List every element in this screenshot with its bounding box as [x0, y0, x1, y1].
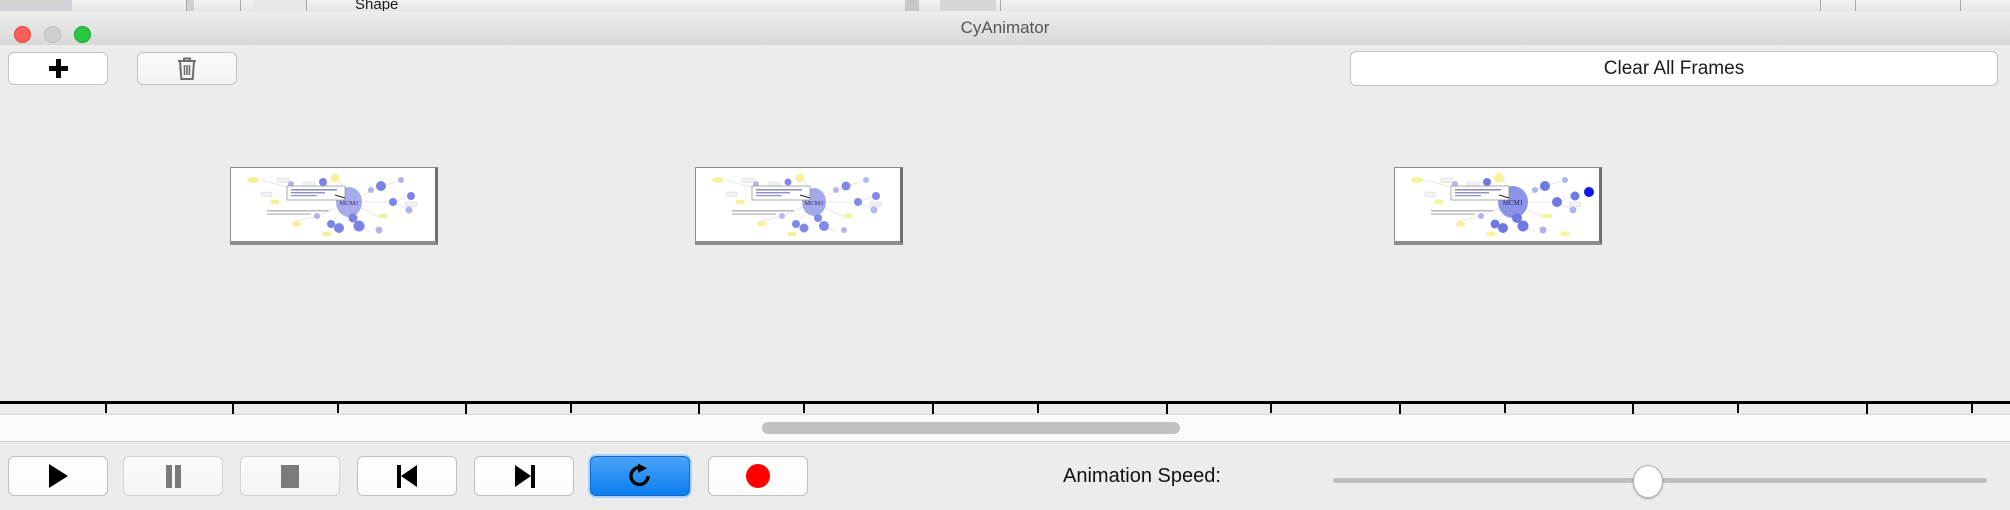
add-frame-button[interactable] — [8, 52, 108, 85]
network-thumbnail-icon: MCM1 — [231, 168, 435, 241]
title-bar — [0, 11, 2010, 46]
axis-tick-minor — [1971, 404, 1973, 413]
plus-icon — [48, 59, 68, 78]
window-title: CyAnimator — [960, 18, 1050, 37]
network-thumbnail-icon: MCM1 — [1395, 168, 1599, 241]
axis-tick-major — [232, 404, 234, 414]
transport-bar: Animation Speed: — [0, 441, 2010, 510]
skip-back-icon — [396, 464, 418, 488]
timeline-scrollbar[interactable] — [0, 414, 2010, 442]
axis-tick-major — [1399, 404, 1401, 414]
axis-tick-minor — [1270, 404, 1272, 413]
skip-forward-icon — [514, 464, 535, 488]
axis-tick-major — [932, 404, 934, 414]
pause-icon — [165, 464, 182, 488]
play-icon — [48, 464, 68, 488]
axis-tick-minor — [570, 404, 572, 413]
timeline-panel[interactable]: MCM1 — [0, 90, 2010, 414]
axis-tick-minor — [1504, 404, 1506, 413]
trash-icon — [178, 57, 196, 80]
svg-text:MCM1: MCM1 — [1503, 199, 1524, 207]
delete-frame-button[interactable] — [137, 52, 237, 85]
network-thumbnail-icon: MCM1 — [696, 168, 900, 241]
record-icon — [746, 464, 770, 488]
toolbar: Clear All Frames — [0, 45, 2010, 91]
axis-tick-major — [1166, 404, 1168, 414]
stop-icon — [281, 464, 299, 488]
axis-tick-minor — [1037, 404, 1039, 413]
axis-tick-major — [1632, 404, 1634, 414]
timeline-axis — [0, 401, 2010, 404]
axis-tick-minor — [803, 404, 805, 413]
scrollbar-thumb[interactable] — [762, 422, 1180, 434]
axis-tick-major — [698, 404, 700, 414]
frame-thumbnail[interactable]: MCM1 — [1394, 167, 1602, 245]
background-window-label: Shape — [355, 0, 399, 12]
play-button[interactable] — [8, 456, 108, 496]
axis-tick-minor — [1737, 404, 1739, 413]
skip-back-button[interactable] — [357, 456, 457, 496]
axis-tick-major — [1866, 404, 1868, 414]
skip-forward-button[interactable] — [474, 456, 574, 496]
close-button[interactable] — [14, 26, 31, 43]
loop-icon — [629, 463, 650, 487]
axis-tick-minor — [337, 404, 339, 413]
pause-button[interactable] — [123, 456, 223, 496]
svg-text:MCM1: MCM1 — [339, 200, 358, 207]
record-button[interactable] — [708, 456, 808, 496]
svg-text:MCM1: MCM1 — [804, 200, 823, 207]
stop-button[interactable] — [240, 456, 340, 496]
loop-button[interactable] — [590, 456, 690, 496]
frame-thumbnail[interactable]: MCM1 — [230, 167, 438, 245]
minimize-button[interactable] — [44, 26, 61, 43]
clear-all-frames-button[interactable]: Clear All Frames — [1350, 51, 1998, 86]
zoom-button[interactable] — [74, 26, 91, 43]
animation-speed-slider-thumb[interactable] — [1633, 465, 1663, 498]
axis-tick-major — [465, 404, 467, 414]
animation-speed-label: Animation Speed: — [1063, 465, 1221, 487]
frame-thumbnail[interactable]: MCM1 — [695, 167, 903, 245]
axis-tick-minor — [105, 404, 107, 413]
